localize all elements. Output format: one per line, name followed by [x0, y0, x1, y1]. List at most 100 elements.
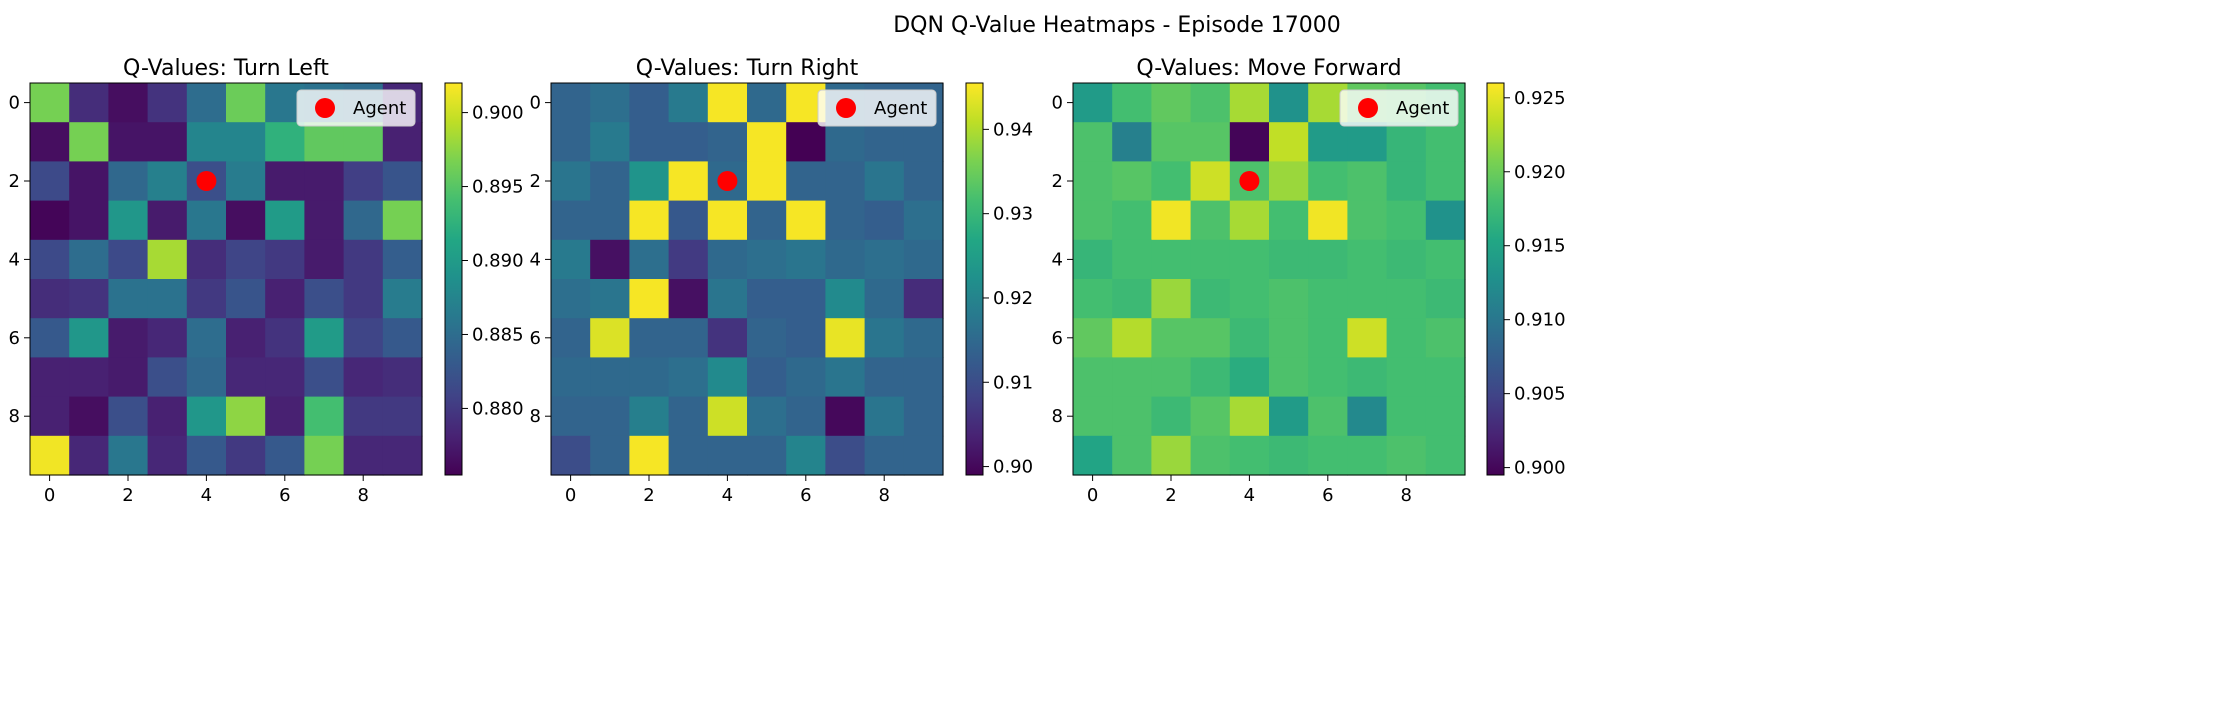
heatmap-cell: [629, 200, 670, 241]
heatmap-cell: [304, 122, 345, 162]
heatmap-cell: [1386, 318, 1427, 358]
heatmap-cell: [226, 279, 266, 319]
heatmap-cell: [69, 239, 109, 280]
heatmap-cell: [108, 200, 149, 241]
heatmap-cell: [304, 357, 345, 398]
legend: Agent: [817, 89, 937, 127]
heatmap-cell: [1269, 239, 1309, 280]
heatmap-cell: [864, 122, 905, 162]
heatmap-cell: [1151, 357, 1192, 398]
heatmap-cell: [69, 357, 109, 398]
heatmap-cell: [825, 161, 866, 202]
heatmap-cell: [1269, 357, 1309, 398]
heatmap-cell: [747, 435, 787, 476]
heatmap-cell: [629, 161, 670, 202]
heatmap-cell: [1190, 435, 1231, 476]
heatmap-cell: [1190, 83, 1231, 123]
heatmap-cell: [864, 318, 905, 358]
figure-title: DQN Q-Value Heatmaps - Episode 17000: [893, 13, 1341, 38]
heatmap-cell: [1073, 161, 1113, 202]
heatmap-cell: [304, 318, 345, 358]
heatmap-cell: [1190, 200, 1231, 241]
heatmap-cell: [1073, 239, 1113, 280]
colorbar-tick-label: 0.880: [472, 398, 524, 419]
heatmap-cell: [747, 122, 787, 162]
heatmap-cell: [786, 122, 826, 162]
heatmap-cell: [903, 279, 944, 319]
heatmap-cell: [382, 122, 423, 162]
x-tick-label: 0: [1087, 485, 1098, 506]
heatmap-cell: [226, 318, 266, 358]
heatmap-cell: [668, 200, 709, 241]
heatmap-cell: [108, 357, 149, 398]
heatmap-cell: [551, 161, 591, 202]
heatmap-cell: [1269, 200, 1309, 241]
heatmap-cell: [629, 357, 670, 398]
colorbar-tick-label: 0.93: [993, 204, 1033, 225]
heatmap-cell: [226, 396, 266, 437]
heatmap-cell: [1229, 122, 1270, 162]
heatmap-cell: [186, 435, 227, 476]
heatmap-cell: [1229, 357, 1270, 398]
heatmap-cell: [707, 83, 748, 123]
heatmap-cell: [147, 279, 188, 319]
heatmap-cell: [668, 161, 709, 202]
heatmap-cell: [903, 396, 944, 437]
y-tick-label: 2: [9, 171, 20, 192]
heatmap-cell: [1347, 200, 1388, 241]
heatmap-cell: [1151, 200, 1192, 241]
heatmap-cell: [108, 435, 149, 476]
heatmap-cell: [903, 200, 944, 241]
heatmap-cell: [265, 200, 305, 241]
heatmap-cell: [1190, 279, 1231, 319]
heatmap-cell: [1308, 435, 1348, 476]
heatmap-cell: [69, 83, 109, 123]
heatmap-cell: [903, 318, 944, 358]
colorbar: 0.900 0.905 0.910 0.915 0.920 0.925: [1486, 82, 1566, 479]
heatmap-cell: [551, 122, 591, 162]
heatmap-cell: [1229, 200, 1270, 241]
heatmap-cell: [825, 396, 866, 437]
heatmap-cell: [1347, 279, 1388, 319]
heatmap-cell: [108, 318, 149, 358]
heatmap-cell: [825, 122, 866, 162]
heatmap-cell: [382, 396, 423, 437]
y-tick-label: 0: [9, 93, 20, 114]
heatmap-cell: [226, 161, 266, 202]
x-tick-label: 0: [565, 485, 576, 506]
heatmap-cell: [1112, 122, 1152, 162]
heatmap-cell: [343, 357, 384, 398]
heatmap-cell: [747, 279, 787, 319]
heatmap-cell: [1073, 122, 1113, 162]
heatmap-cell: [1347, 161, 1388, 202]
heatmap-cell: [226, 357, 266, 398]
heatmap-cell: [30, 122, 70, 162]
heatmap-cell: [1425, 318, 1466, 358]
heatmap-cell: [903, 161, 944, 202]
heatmap-cell: [30, 83, 70, 123]
colorbar: 0.880 0.885 0.890 0.895 0.900: [444, 82, 524, 476]
heatmap-cell: [786, 200, 826, 241]
x-tick-label: 6: [800, 485, 811, 506]
colorbar-tick-label: 0.91: [993, 372, 1033, 393]
heatmap-cells: [551, 83, 944, 476]
heatmap-cell: [590, 161, 630, 202]
colorbar-tick-label: 0.900: [1514, 458, 1566, 479]
heatmap-cell: [1308, 279, 1348, 319]
heatmap-cell: [186, 83, 227, 123]
heatmap-cell: [382, 318, 423, 358]
x-tick-label: 0: [44, 485, 55, 506]
heatmap-cell: [226, 239, 266, 280]
heatmap-cell: [1151, 396, 1192, 437]
heatmap-cell: [1229, 239, 1270, 280]
heatmap-cell: [825, 239, 866, 280]
heatmap-cell: [343, 279, 384, 319]
heatmap-cell: [226, 83, 266, 123]
legend-agent-marker: [315, 98, 335, 118]
heatmap-cell: [343, 200, 384, 241]
heatmap-cell: [1425, 122, 1466, 162]
heatmap-cell: [382, 435, 423, 476]
colorbar-tick-label: 0.90: [993, 457, 1033, 478]
heatmap-cell: [747, 83, 787, 123]
heatmap-cell: [1112, 83, 1152, 123]
